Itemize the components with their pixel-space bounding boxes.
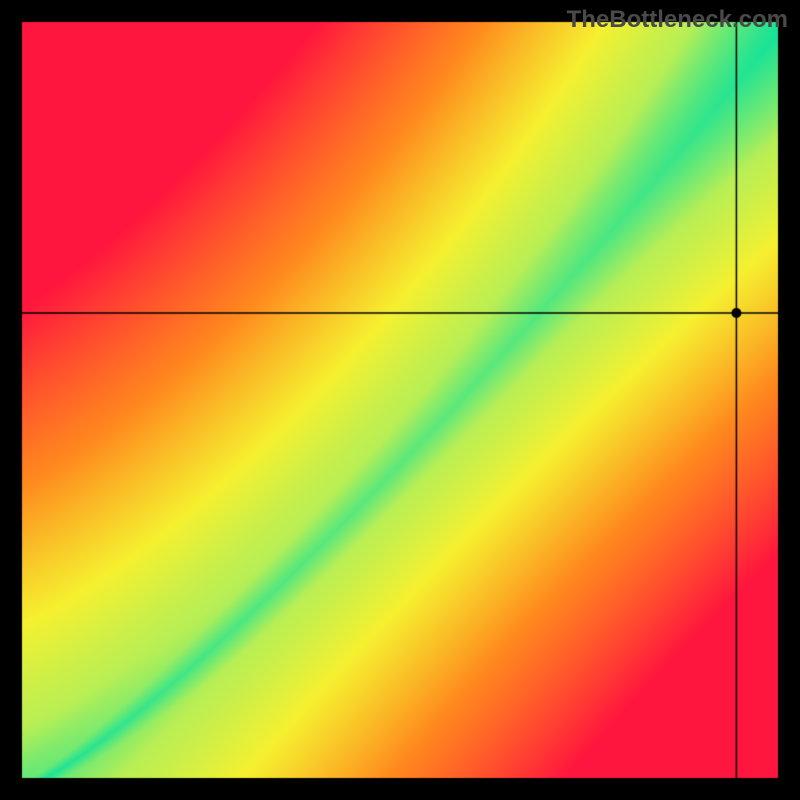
bottleneck-heatmap [0,0,800,800]
watermark-text: TheBottleneck.com [567,6,788,34]
chart-container: TheBottleneck.com [0,0,800,800]
